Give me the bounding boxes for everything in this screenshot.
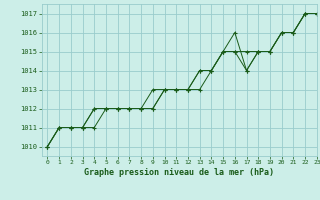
X-axis label: Graphe pression niveau de la mer (hPa): Graphe pression niveau de la mer (hPa) (84, 168, 274, 177)
